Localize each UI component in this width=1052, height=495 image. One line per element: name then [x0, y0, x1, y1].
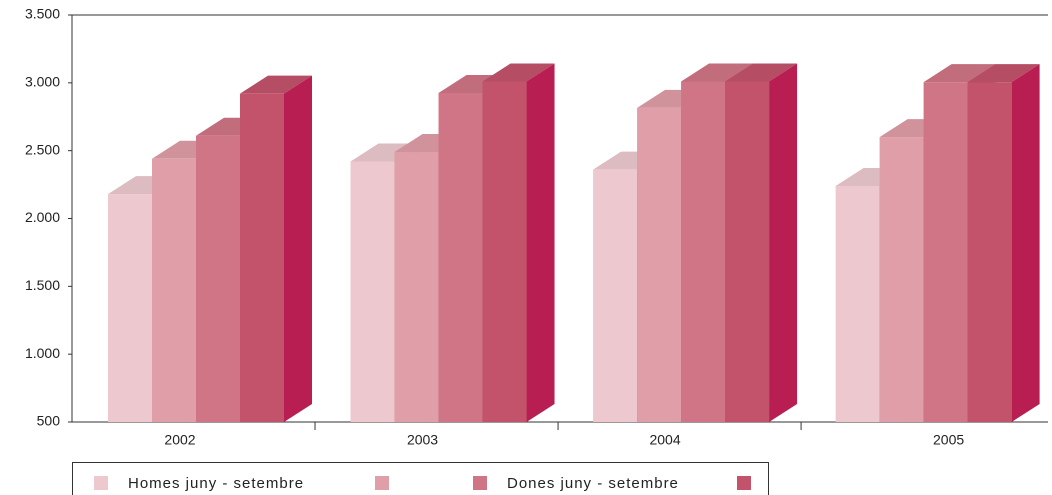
bar-front: [923, 82, 968, 422]
legend-swatch: [737, 476, 751, 490]
y-tick-label: 2.500: [25, 141, 60, 157]
bar-front: [725, 81, 770, 422]
bar-front: [108, 194, 152, 422]
bar: [725, 63, 798, 423]
y-tick-label: 2.000: [25, 209, 60, 225]
legend-label: Dones juny - setembre: [507, 475, 679, 492]
legend: Homes juny - setembre Dones juny - setemb…: [72, 462, 769, 495]
bar-top: [681, 63, 754, 82]
y-tick-label: 1.000: [25, 345, 60, 361]
x-tick-label: 2002: [164, 432, 195, 448]
bar-front: [240, 93, 284, 422]
x-tick-label: 2004: [649, 432, 680, 448]
y-tick-label: 3.500: [25, 6, 60, 22]
bar-front: [394, 152, 439, 423]
bar-front: [438, 93, 483, 422]
bar-top: [923, 64, 996, 83]
bar: [482, 63, 555, 423]
bar-top: [725, 63, 798, 82]
legend-swatch: [473, 476, 487, 490]
bar-side: [526, 63, 555, 423]
bar-front: [196, 135, 240, 422]
bar-top: [240, 75, 312, 94]
bar-top: [482, 63, 555, 82]
bar-side: [284, 75, 312, 422]
bar-side: [1011, 64, 1040, 422]
x-tick-label: 2003: [407, 432, 438, 448]
y-tick-label: 3.000: [25, 74, 60, 90]
bar-front: [681, 81, 726, 422]
bar-front: [482, 81, 527, 422]
bar: [967, 64, 1040, 422]
bar-front: [637, 107, 682, 422]
bar-front: [593, 169, 638, 422]
y-tick-label: 500: [37, 413, 61, 429]
legend-swatch: [94, 476, 108, 490]
y-tick-label: 1.500: [25, 277, 60, 293]
x-tick-label: 2005: [933, 432, 964, 448]
bar: [240, 75, 312, 422]
legend-swatch: [375, 476, 389, 490]
bar-side: [769, 63, 798, 423]
bar-front: [152, 158, 196, 422]
bar-top: [967, 64, 1040, 83]
legend-label: Homes juny - setembre: [128, 475, 304, 492]
bar-front: [835, 185, 880, 422]
bar-front: [879, 137, 924, 422]
legend-box: [72, 462, 769, 495]
bar-front: [350, 161, 395, 422]
bar-front: [967, 82, 1012, 422]
